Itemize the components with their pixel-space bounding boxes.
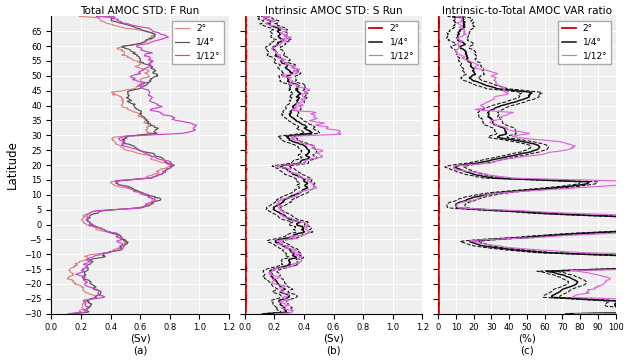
1/12°	[490, 97, 498, 101]
1/4°	[287, 194, 295, 198]
2°	[75, 14, 83, 18]
2°	[242, 312, 250, 316]
2°	[242, 97, 250, 101]
1/4°	[294, 97, 302, 101]
Line: 2°: 2°	[438, 16, 440, 314]
2°	[242, 215, 250, 219]
1/12°	[298, 97, 305, 101]
X-axis label: (Sv)
(a): (Sv) (a)	[130, 334, 150, 356]
2°	[118, 95, 125, 100]
X-axis label: (Sv)
(b): (Sv) (b)	[323, 334, 344, 356]
2°	[435, 125, 443, 129]
1/12°	[301, 95, 309, 100]
1/4°	[148, 194, 155, 198]
1/12°	[323, 125, 331, 129]
1/4°	[92, 14, 100, 18]
1/12°	[148, 95, 156, 100]
Title: Intrinsic-to-Total AMOC VAR ratio: Intrinsic-to-Total AMOC VAR ratio	[442, 5, 612, 16]
1/12°	[83, 215, 91, 219]
Legend: 2°, 1/4°, 1/12°: 2°, 1/4°, 1/12°	[559, 21, 611, 64]
1/12°	[270, 312, 278, 316]
Line: 1/12°: 1/12°	[68, 16, 196, 314]
Title: Intrinsic AMOC STD: S Run: Intrinsic AMOC STD: S Run	[265, 5, 403, 16]
1/12°	[452, 14, 460, 18]
1/4°	[123, 95, 130, 100]
1/4°	[79, 276, 87, 280]
1/4°	[282, 215, 290, 219]
1/12°	[281, 215, 288, 219]
Line: 2°: 2°	[67, 16, 172, 314]
Line: 1/4°: 1/4°	[262, 16, 312, 314]
1/4°	[496, 125, 503, 129]
Line: 1/12°: 1/12°	[263, 16, 341, 314]
2°	[242, 125, 250, 129]
1/4°	[66, 312, 74, 316]
1/4°	[567, 276, 574, 280]
Line: 2°: 2°	[245, 16, 247, 314]
2°	[143, 194, 151, 198]
1/4°	[86, 215, 93, 219]
1/12°	[490, 95, 498, 100]
2°	[435, 312, 442, 316]
Line: 1/4°: 1/4°	[453, 16, 629, 314]
1/12°	[274, 276, 282, 280]
2°	[435, 14, 443, 18]
2°	[118, 97, 126, 101]
1/12°	[191, 125, 199, 129]
1/12°	[606, 276, 613, 280]
2°	[435, 215, 443, 219]
1/12°	[147, 97, 155, 101]
2°	[435, 194, 443, 198]
2°	[242, 276, 250, 280]
1/4°	[125, 97, 133, 101]
1/4°	[524, 95, 532, 100]
1/12°	[81, 276, 88, 280]
Legend: 2°, 1/4°, 1/12°: 2°, 1/4°, 1/12°	[172, 21, 225, 64]
2°	[145, 125, 153, 129]
1/4°	[477, 194, 484, 198]
2°	[435, 276, 443, 280]
2°	[242, 194, 249, 198]
1/4°	[303, 125, 310, 129]
1/12°	[94, 14, 101, 18]
2°	[242, 95, 250, 100]
1/4°	[622, 215, 629, 219]
2°	[82, 215, 89, 219]
1/12°	[143, 194, 151, 198]
Legend: 2°, 1/4°, 1/12°: 2°, 1/4°, 1/12°	[365, 21, 418, 64]
1/4°	[296, 95, 303, 100]
1/12°	[259, 14, 267, 18]
2°	[242, 14, 250, 18]
X-axis label: (%)
(c): (%) (c)	[518, 334, 536, 356]
1/4°	[566, 312, 574, 316]
2°	[65, 276, 72, 280]
1/4°	[151, 125, 159, 129]
1/4°	[262, 312, 269, 316]
1/12°	[292, 194, 300, 198]
2°	[69, 312, 76, 316]
1/12°	[499, 125, 507, 129]
1/4°	[269, 276, 276, 280]
Line: 1/4°: 1/4°	[70, 16, 174, 314]
2°	[435, 97, 443, 101]
1/4°	[449, 14, 457, 18]
1/4°	[520, 97, 528, 101]
1/4°	[259, 14, 266, 18]
1/12°	[571, 312, 578, 316]
1/12°	[480, 194, 487, 198]
1/12°	[64, 312, 72, 316]
Y-axis label: Latitude: Latitude	[6, 140, 19, 190]
Title: Total AMOC STD: F Run: Total AMOC STD: F Run	[81, 5, 200, 16]
2°	[435, 95, 443, 100]
Line: 1/12°: 1/12°	[454, 16, 629, 314]
